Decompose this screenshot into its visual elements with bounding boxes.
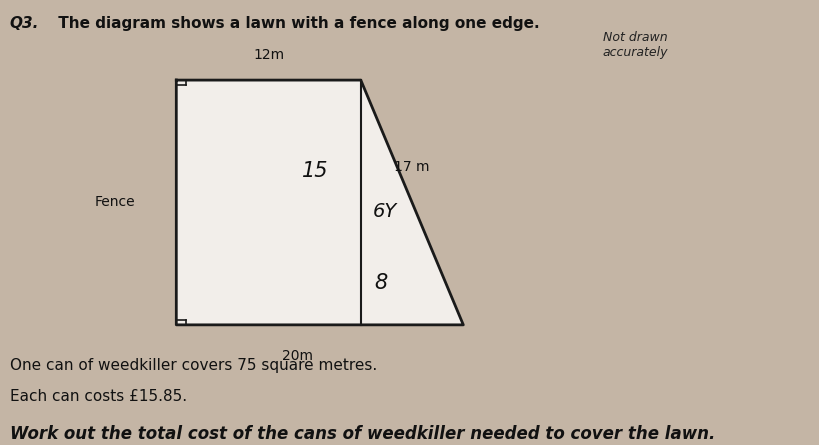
Text: 8: 8 (374, 273, 387, 292)
Text: Fence: Fence (94, 195, 135, 210)
Polygon shape (176, 80, 463, 325)
Text: 12m: 12m (253, 49, 283, 62)
Text: 6Y: 6Y (373, 202, 397, 221)
Text: 17 m: 17 m (393, 160, 428, 174)
Text: Q3.: Q3. (10, 16, 39, 31)
Text: 20m: 20m (282, 349, 312, 363)
Text: Work out the total cost of the cans of weedkiller needed to cover the lawn.: Work out the total cost of the cans of w… (10, 425, 714, 443)
Text: The diagram shows a lawn with a fence along one edge.: The diagram shows a lawn with a fence al… (53, 16, 539, 31)
Text: One can of weedkiller covers 75 square metres.: One can of weedkiller covers 75 square m… (10, 358, 377, 373)
Text: Not drawn
accurately: Not drawn accurately (602, 31, 667, 59)
Text: Each can costs £15.85.: Each can costs £15.85. (10, 389, 187, 405)
Text: 15: 15 (302, 162, 328, 181)
